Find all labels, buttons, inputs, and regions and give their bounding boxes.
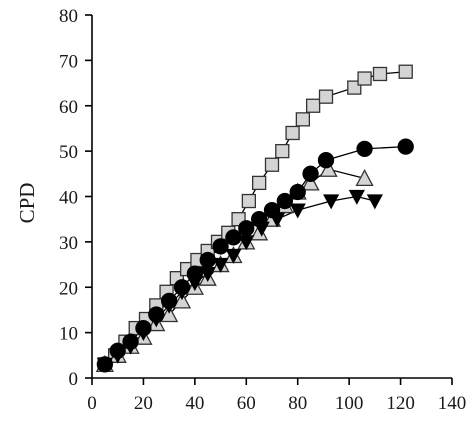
triangle-up-marker xyxy=(172,291,192,309)
circle-marker xyxy=(238,220,255,237)
x-tick-label: 20 xyxy=(134,393,153,414)
triangle-up-marker xyxy=(301,173,320,191)
triangle-down-marker xyxy=(269,212,286,228)
y-tick-label: 80 xyxy=(59,6,78,27)
square-marker xyxy=(318,89,334,104)
triangle-down-marker xyxy=(186,276,203,292)
x-tick-label: 40 xyxy=(185,393,204,414)
y-tick-label: 10 xyxy=(59,324,78,345)
circle-marker xyxy=(289,183,306,201)
triangle-down-marker xyxy=(225,248,242,264)
triangle-up-marker xyxy=(355,168,374,187)
triangle-down-marker xyxy=(122,339,139,355)
x-tick-label: 140 xyxy=(438,393,467,414)
square-marker xyxy=(295,112,311,127)
triangle-down-marker xyxy=(289,203,306,219)
triangle-down-marker xyxy=(323,194,340,210)
triangle-down-marker xyxy=(161,298,178,314)
triangle-down-marker xyxy=(173,285,191,301)
square-marker xyxy=(264,157,280,172)
square-marker xyxy=(357,71,372,86)
triangle-up-marker xyxy=(319,159,338,177)
circle-marker xyxy=(225,229,242,246)
square-marker xyxy=(275,143,290,159)
circle-marker xyxy=(317,152,335,169)
y-tick-label: 30 xyxy=(59,233,78,254)
triangle-down-marker xyxy=(366,194,383,210)
triangle-down-marker xyxy=(148,312,165,328)
triangle-down-marker xyxy=(96,357,113,373)
circle-marker xyxy=(212,238,229,255)
x-tick-label: 120 xyxy=(386,393,415,414)
series-markers xyxy=(95,64,414,373)
y-tick-label: 70 xyxy=(59,51,78,72)
circle-marker xyxy=(356,140,373,158)
square-marker xyxy=(285,125,300,141)
circle-marker xyxy=(199,251,216,269)
triangle-down-marker xyxy=(253,221,270,237)
y-tick-label: 20 xyxy=(59,278,78,299)
x-tick-label: 0 xyxy=(87,393,97,414)
x-tick-label: 100 xyxy=(335,393,364,414)
triangle-down-marker xyxy=(238,235,255,251)
square-marker xyxy=(251,175,267,191)
triangle-down-marker xyxy=(109,348,126,364)
axes: 0 10 20 30 40 50 60 70 80 0 20 40 60 80 100 120 140 xyxy=(59,6,466,414)
x-tick-label: 80 xyxy=(288,393,307,414)
y-tick-label: 60 xyxy=(59,97,78,118)
y-tick-label: 50 xyxy=(59,142,78,163)
circle-marker xyxy=(397,138,414,155)
square-marker xyxy=(305,98,321,113)
triangle-down-marker xyxy=(348,189,365,205)
y-tick-label: 0 xyxy=(69,369,79,390)
y-tick-label: 40 xyxy=(59,188,78,209)
triangle-down-marker xyxy=(212,257,229,273)
x-tick-label: 60 xyxy=(237,393,256,414)
triangle-down-marker xyxy=(199,266,216,283)
y-axis-title: CPD xyxy=(15,183,39,224)
triangle-up-marker xyxy=(160,305,179,323)
circle-marker xyxy=(276,192,294,210)
square-marker xyxy=(241,193,257,209)
square-marker xyxy=(372,66,388,82)
circle-marker xyxy=(302,165,319,182)
triangle-down-marker xyxy=(135,325,152,341)
square-marker xyxy=(398,64,413,79)
